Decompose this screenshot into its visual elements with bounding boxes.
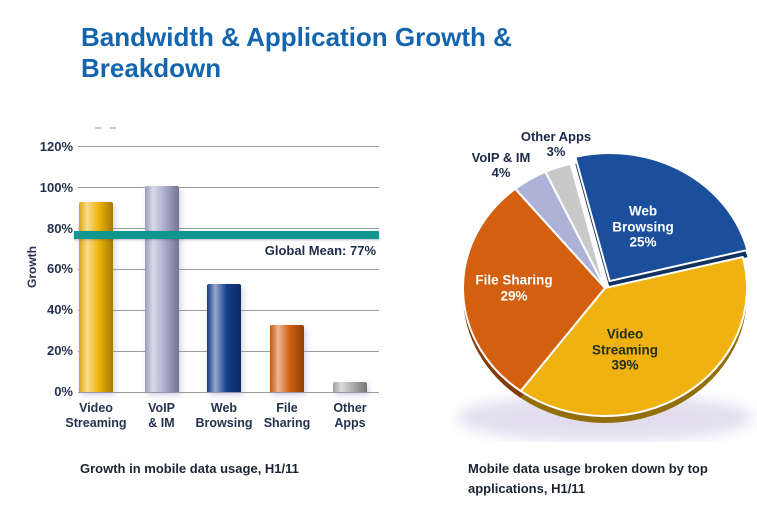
x-axis-label-line: & IM [148, 416, 175, 430]
pie-label-web-browsing: Web Browsing 25% [612, 204, 674, 251]
bar-web-browsing [207, 283, 241, 392]
gridline [78, 391, 379, 393]
global-mean-line [74, 230, 379, 239]
pie-chart: Web Browsing 25% Video Streaming 39% File Shar… [450, 129, 757, 442]
bar-voip-im [144, 185, 179, 392]
x-axis-label-web-browsing: Web Browsing [184, 401, 264, 431]
y-tick-label: 120% [39, 138, 73, 154]
x-axis-label-line: Sharing [263, 416, 311, 430]
x-axis-label-line: Video [79, 401, 113, 415]
page-title-line1: Bandwidth & Application Growth & [81, 22, 512, 52]
gridline [78, 309, 379, 311]
gridline [78, 268, 379, 270]
gridline [78, 350, 379, 352]
x-axis-label-line: Web [210, 401, 238, 415]
page-title: Bandwidth & Application Growth & Breakdo… [81, 22, 512, 84]
pie-slice-file-sharing [462, 187, 606, 393]
pie-slice-web-browsing [574, 152, 749, 283]
pie-label-line: Other Apps [520, 129, 592, 145]
pie-label-line: Browsing [612, 219, 674, 235]
bar-video-streaming [79, 202, 113, 392]
global-mean-label: Global Mean: 77% [264, 243, 376, 258]
y-tick-label: 100% [39, 179, 73, 195]
pie-label-line: Web [628, 203, 658, 219]
y-tick-label: 80% [46, 220, 73, 236]
cropped-text-artifact [95, 127, 101, 129]
y-tick-label: 60% [46, 261, 73, 277]
x-axis-label-video-streaming: Video Streaming [56, 401, 136, 431]
pie-label-line: Video [606, 326, 644, 342]
pie-label-voip-im: VoIP & IM 4% [471, 150, 531, 181]
pie-label-line: File Sharing [475, 272, 553, 288]
y-tick-label: 20% [46, 343, 73, 359]
gridline [78, 187, 379, 189]
x-axis-label-voip-im: VoIP & IM [122, 401, 202, 431]
pie-chart-caption: Mobile data usage broken down by top app… [468, 461, 708, 497]
gridline [78, 228, 379, 230]
pie-label-file-sharing: File Sharing 29% [475, 272, 552, 303]
bar-file-sharing [270, 324, 304, 392]
pie-label-other-apps: Other Apps 3% [520, 129, 592, 160]
pie-label-line: Streaming [591, 342, 659, 358]
page-title-line2: Breakdown [81, 53, 222, 83]
x-axis-label-line: Apps [334, 416, 366, 430]
gridline [78, 146, 379, 148]
pie-label-line: VoIP & IM [471, 150, 531, 166]
y-axis-title: Growth [25, 246, 39, 288]
y-tick-label: 40% [46, 302, 73, 318]
x-axis-label-other-apps: Other Apps [310, 401, 390, 431]
x-axis-label-line: Browsing [195, 416, 253, 430]
x-axis-label-file-sharing: File Sharing [247, 401, 327, 431]
pie-slice-video-streaming [519, 256, 748, 417]
pie-label-line: 25% [629, 234, 657, 250]
pie-slice-other-apps [544, 162, 606, 289]
x-axis-label-line: Streaming [65, 416, 127, 430]
pie-label-line: 39% [611, 357, 639, 373]
bar-chart-caption: Growth in mobile data usage, H1/11 [80, 461, 299, 476]
x-axis-label-line: File [276, 401, 298, 415]
x-axis-label-line: VoIP [148, 401, 175, 415]
cropped-text-artifact [110, 127, 116, 129]
bar-other-apps [333, 381, 367, 392]
pie-label-video-streaming: Video Streaming 39% [592, 327, 658, 374]
x-axis-label-line: Other [333, 401, 367, 415]
y-tick-label: 0% [54, 384, 73, 399]
pie-label-line: 4% [491, 165, 511, 180]
pie-label-line: 29% [500, 288, 528, 303]
pie-chart-svg [457, 152, 753, 442]
pie-label-line: 3% [546, 144, 566, 159]
